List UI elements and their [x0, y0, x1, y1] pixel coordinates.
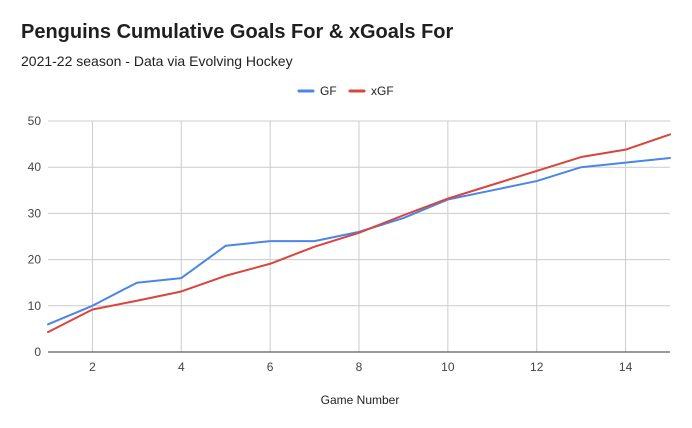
y-tick-label: 20 — [28, 253, 42, 267]
legend-label-xgf: xGF — [371, 84, 394, 98]
chart-title: Penguins Cumulative Goals For & xGoals F… — [21, 21, 454, 43]
x-tick-label: 4 — [178, 360, 185, 374]
x-axis-label: Game Number — [321, 393, 400, 407]
x-tick-label: 6 — [267, 360, 274, 374]
y-tick-label: 50 — [28, 114, 42, 128]
series-line-xgf — [47, 133, 671, 334]
x-tick-label: 10 — [441, 360, 455, 374]
x-tick-label: 8 — [356, 360, 363, 374]
chart-subtitle: 2021-22 season - Data via Evolving Hocke… — [21, 53, 293, 69]
y-tick-label: 0 — [34, 345, 41, 359]
y-tick-label: 30 — [28, 206, 42, 220]
x-tick-label: 2 — [89, 360, 96, 374]
x-tick-label: 12 — [530, 360, 544, 374]
legend-label-gf: GF — [320, 84, 337, 98]
y-tick-label: 10 — [28, 299, 42, 313]
x-tick-label: 14 — [619, 360, 633, 374]
y-tick-label: 40 — [28, 160, 42, 174]
